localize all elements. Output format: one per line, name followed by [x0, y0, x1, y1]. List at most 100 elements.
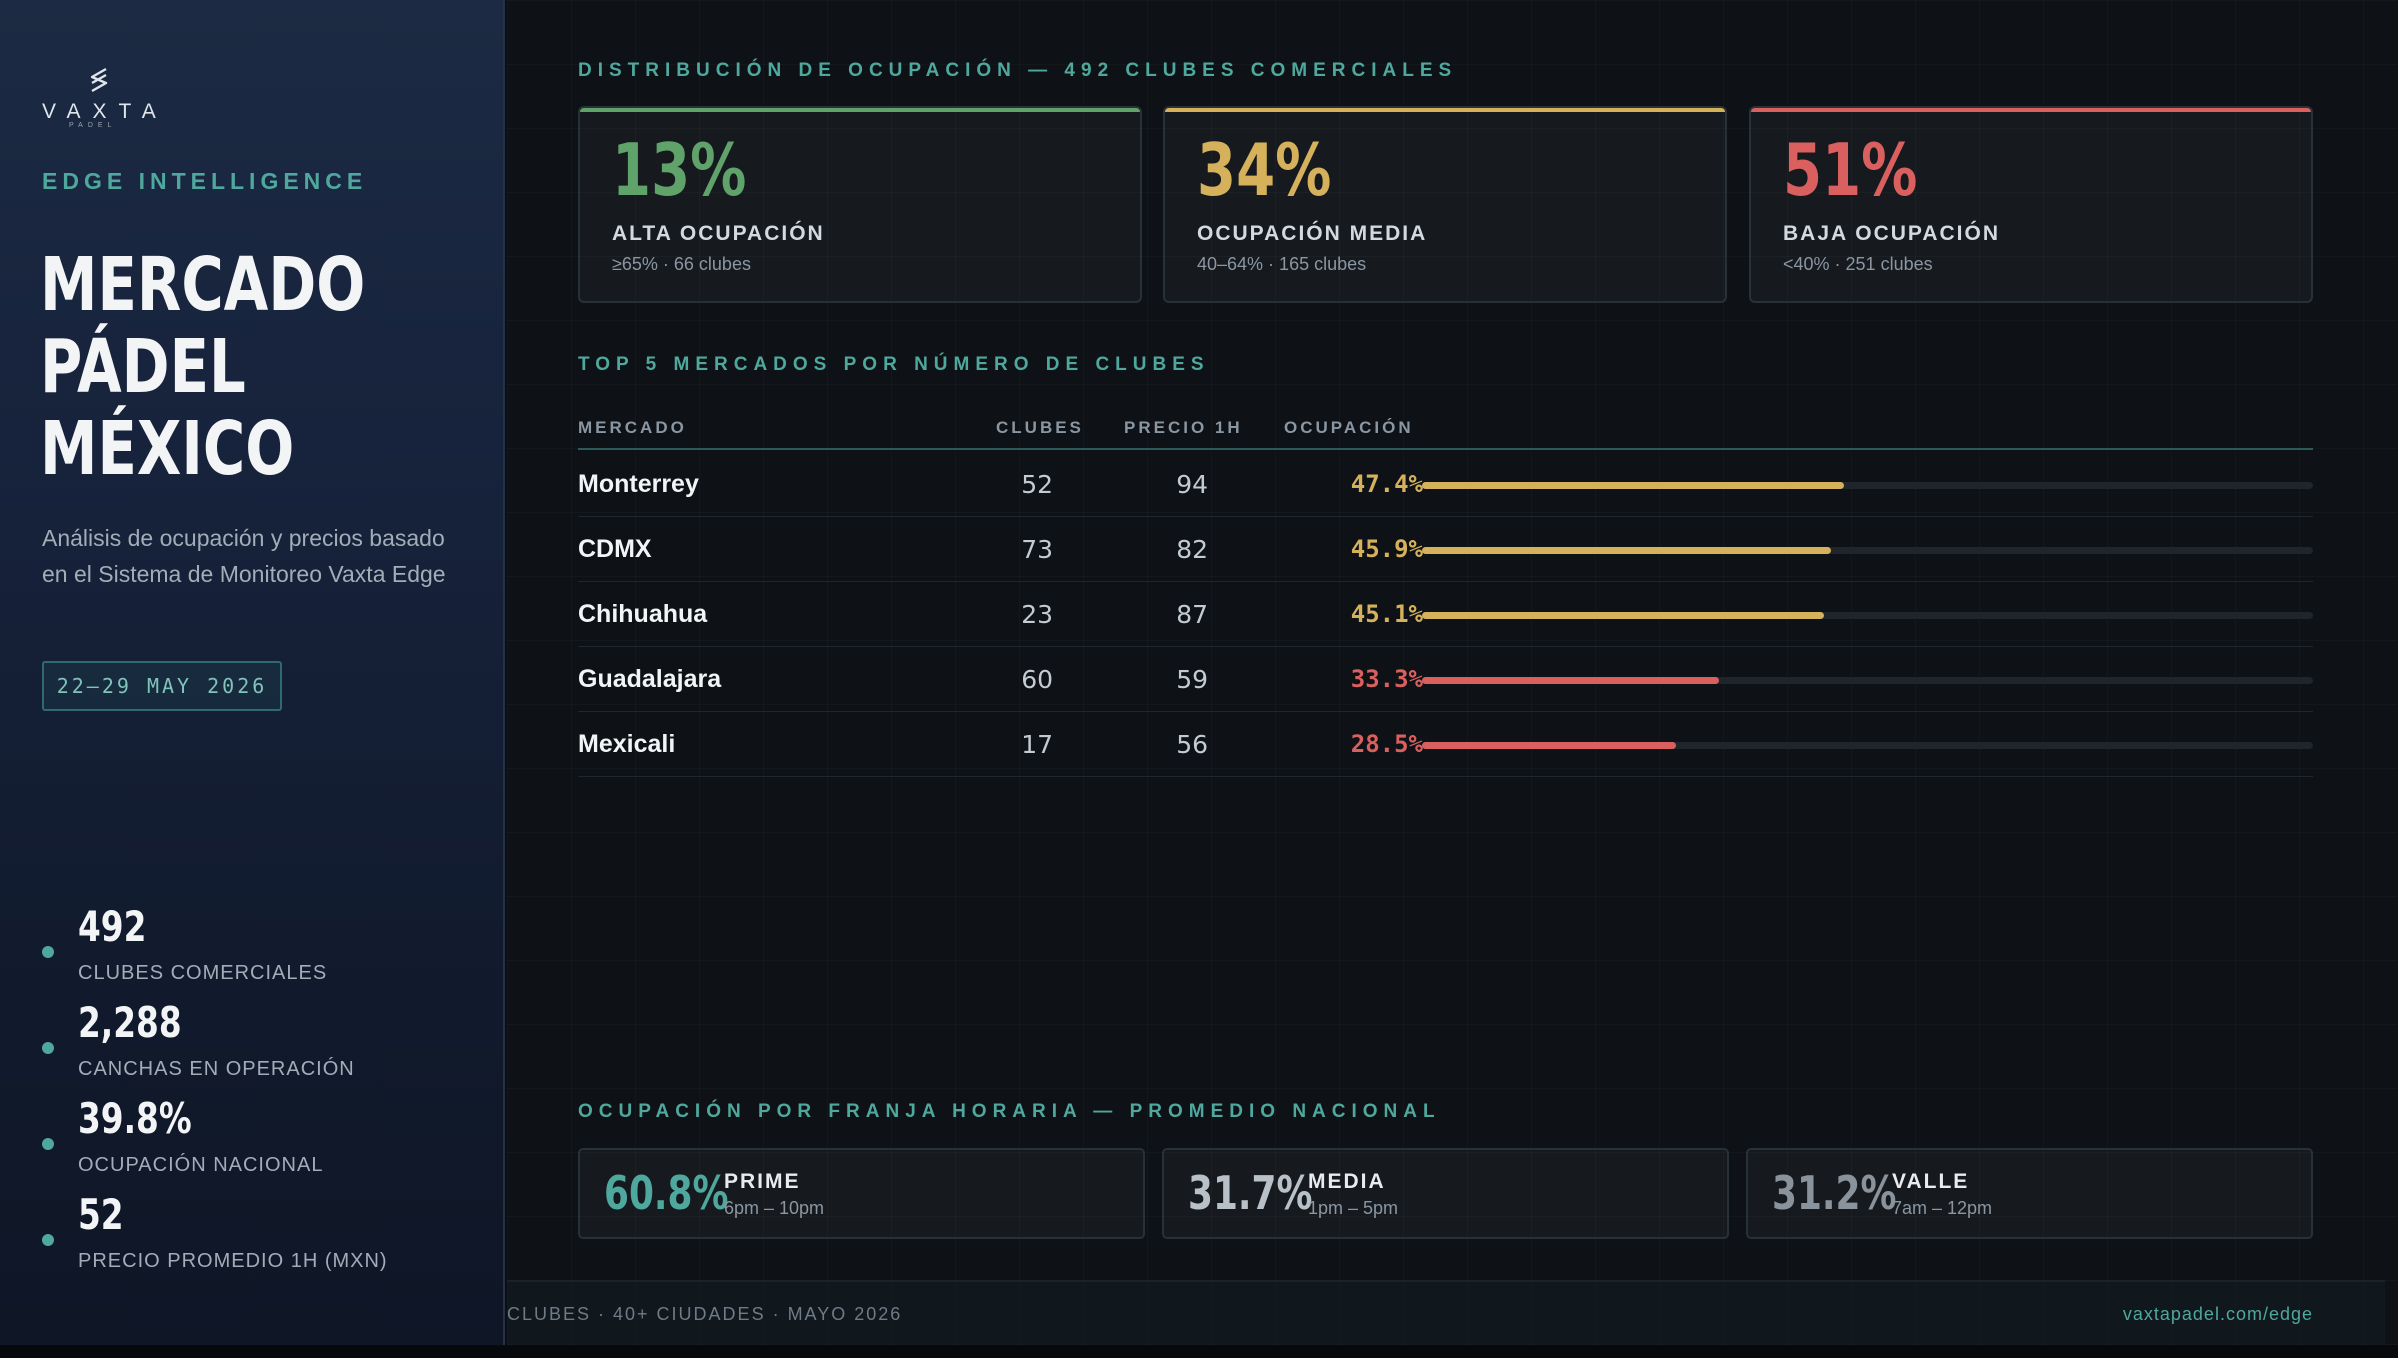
slot-percent: 60.8%	[604, 1166, 729, 1220]
logo-subtext: PADEL	[69, 122, 117, 129]
dist-label: BAJA OCUPACIÓN	[1783, 222, 2001, 245]
market-occupancy: 45.1%	[1350, 600, 1423, 628]
stat-courts: 2,288 CANCHAS EN OPERACIÓN	[42, 998, 472, 1086]
stat-value: 39.8%	[78, 1094, 192, 1143]
slot-card-valle: 31.2% VALLE 7am – 12pm	[1746, 1148, 2313, 1239]
stat-value: 52	[78, 1190, 124, 1239]
table-row[interactable]: Guadalajara 60 59 33.3%	[578, 647, 2313, 712]
occupancy-bar-fill	[1422, 547, 1831, 554]
title-line: PÁDEL	[40, 324, 246, 410]
dist-sub: 40–64% · 165 clubes	[1197, 254, 1367, 274]
market-name: Chihuahua	[578, 600, 708, 628]
market-occupancy: 33.3%	[1350, 665, 1423, 693]
occupancy-bar-track	[1422, 677, 2313, 684]
table-row[interactable]: CDMX 73 82 45.9%	[578, 517, 2313, 582]
market-clubs: 73	[1021, 535, 1053, 564]
dot-icon	[42, 1234, 54, 1246]
market-name: Guadalajara	[578, 665, 722, 693]
slot-card-media: 31.7% MEDIA 1pm – 5pm	[1162, 1148, 1729, 1239]
main-panel	[507, 0, 2398, 1345]
title-line: MÉXICO	[40, 406, 295, 492]
dist-card-medium: 34% OCUPACIÓN MEDIA 40–64% · 165 clubes	[1163, 106, 1727, 303]
table-row[interactable]: Mexicali 17 56 28.5%	[578, 712, 2313, 777]
market-price: 87	[1176, 600, 1208, 629]
slot-hours: 7am – 12pm	[1892, 1198, 1993, 1218]
dist-label: OCUPACIÓN MEDIA	[1197, 222, 1428, 245]
market-clubs: 52	[1021, 470, 1053, 499]
header-clubs: CLUBES	[996, 418, 1084, 437]
distribution-title: DISTRIBUCIÓN DE OCUPACIÓN — 492 CLUBES C…	[578, 60, 1458, 81]
dist-card-high: 13% ALTA OCUPACIÓN ≥65% · 66 clubes	[578, 106, 1142, 303]
stat-clubs: 492 CLUBES COMERCIALES	[42, 902, 472, 990]
dot-icon	[42, 946, 54, 958]
slot-percent: 31.2%	[1772, 1166, 1897, 1220]
card-accent-bar	[580, 108, 1140, 112]
stat-label: CLUBES COMERCIALES	[78, 962, 328, 984]
market-name: Mexicali	[578, 730, 676, 758]
dist-percent: 51%	[1783, 128, 1918, 212]
stat-price: 52 PRECIO PROMEDIO 1H (MXN)	[42, 1190, 472, 1278]
page-title: MERCADO PÁDEL MÉXICO	[40, 244, 383, 490]
footer-link[interactable]: vaxtapadel.com/edge	[2122, 1304, 2313, 1324]
market-occupancy: 28.5%	[1350, 730, 1423, 758]
sidebar-eyebrow: EDGE INTELLIGENCE	[42, 168, 368, 194]
header-market: MERCADO	[578, 418, 687, 437]
table-row[interactable]: Monterrey 52 94 47.4%	[578, 452, 2313, 517]
occupancy-bar-track	[1422, 547, 2313, 554]
sidebar: VAXTA PADEL EDGE INTELLIGENCE MERCADO PÁ…	[0, 0, 505, 1345]
header-occupancy: OCUPACIÓN	[1284, 418, 1414, 437]
vaxta-logo[interactable]: VAXTA PADEL	[42, 66, 157, 129]
occupancy-bar-fill	[1422, 742, 1676, 749]
occupancy-bar-fill	[1422, 677, 1719, 684]
title-line: MERCADO	[40, 242, 366, 328]
dist-percent: 34%	[1197, 128, 1332, 212]
table-row[interactable]: Chihuahua 23 87 45.1%	[578, 582, 2313, 647]
stat-value: 2,288	[78, 998, 182, 1047]
logo-wordmark: VAXTA	[42, 100, 168, 123]
slot-label: PRIME	[724, 1170, 801, 1193]
dist-sub: ≥65% · 66 clubes	[612, 254, 751, 274]
time-slots-title: OCUPACIÓN POR FRANJA HORARIA — PROMEDIO …	[578, 1101, 1441, 1122]
market-clubs: 17	[1021, 730, 1053, 759]
stat-label: OCUPACIÓN NACIONAL	[78, 1154, 324, 1176]
slot-hours: 1pm – 5pm	[1308, 1198, 1399, 1218]
stat-label: CANCHAS EN OPERACIÓN	[78, 1058, 355, 1080]
stat-occupancy: 39.8% OCUPACIÓN NACIONAL	[42, 1094, 472, 1182]
dot-icon	[42, 1042, 54, 1054]
footer: CLUBES · 40+ CIUDADES · MAYO 2026 vaxtap…	[507, 1280, 2385, 1345]
dot-icon	[42, 1138, 54, 1150]
market-price: 59	[1176, 665, 1208, 694]
card-accent-bar	[1165, 108, 1725, 112]
card-accent-bar	[1751, 108, 2311, 112]
dist-card-low: 51% BAJA OCUPACIÓN <40% · 251 clubes	[1749, 106, 2313, 303]
top-markets-title: TOP 5 MERCADOS POR NÚMERO DE CLUBES	[578, 354, 1210, 375]
dist-label: ALTA OCUPACIÓN	[612, 222, 825, 245]
occupancy-bar-track	[1422, 612, 2313, 619]
bottom-edge	[0, 1345, 2398, 1358]
slot-label: MEDIA	[1308, 1170, 1386, 1193]
dist-percent: 13%	[612, 128, 747, 212]
market-occupancy: 47.4%	[1350, 470, 1423, 498]
market-name: CDMX	[578, 535, 652, 563]
vaxta-s-logo-icon	[90, 67, 108, 93]
slot-label: VALLE	[1892, 1170, 1970, 1193]
market-price: 94	[1176, 470, 1208, 499]
market-name: Monterrey	[578, 470, 699, 498]
header-price: PRECIO 1H	[1124, 418, 1243, 437]
dist-sub: <40% · 251 clubes	[1783, 254, 1933, 274]
market-price: 56	[1176, 730, 1208, 759]
stat-value: 492	[78, 902, 147, 951]
stat-label: PRECIO PROMEDIO 1H (MXN)	[78, 1250, 388, 1272]
occupancy-bar-track	[1422, 482, 2313, 489]
slot-hours: 6pm – 10pm	[724, 1198, 825, 1218]
footer-meta: CLUBES · 40+ CIUDADES · MAYO 2026	[507, 1304, 903, 1324]
market-occupancy: 45.9%	[1350, 535, 1423, 563]
slot-percent: 31.7%	[1188, 1166, 1313, 1220]
occupancy-bar-fill	[1422, 482, 1845, 489]
header-divider	[578, 448, 2313, 450]
date-range-badge: 22–29 MAY 2026	[42, 661, 282, 711]
market-price: 82	[1176, 535, 1208, 564]
slot-card-prime: 60.8% PRIME 6pm – 10pm	[578, 1148, 1145, 1239]
market-clubs: 23	[1021, 600, 1053, 629]
occupancy-bar-fill	[1422, 612, 1824, 619]
